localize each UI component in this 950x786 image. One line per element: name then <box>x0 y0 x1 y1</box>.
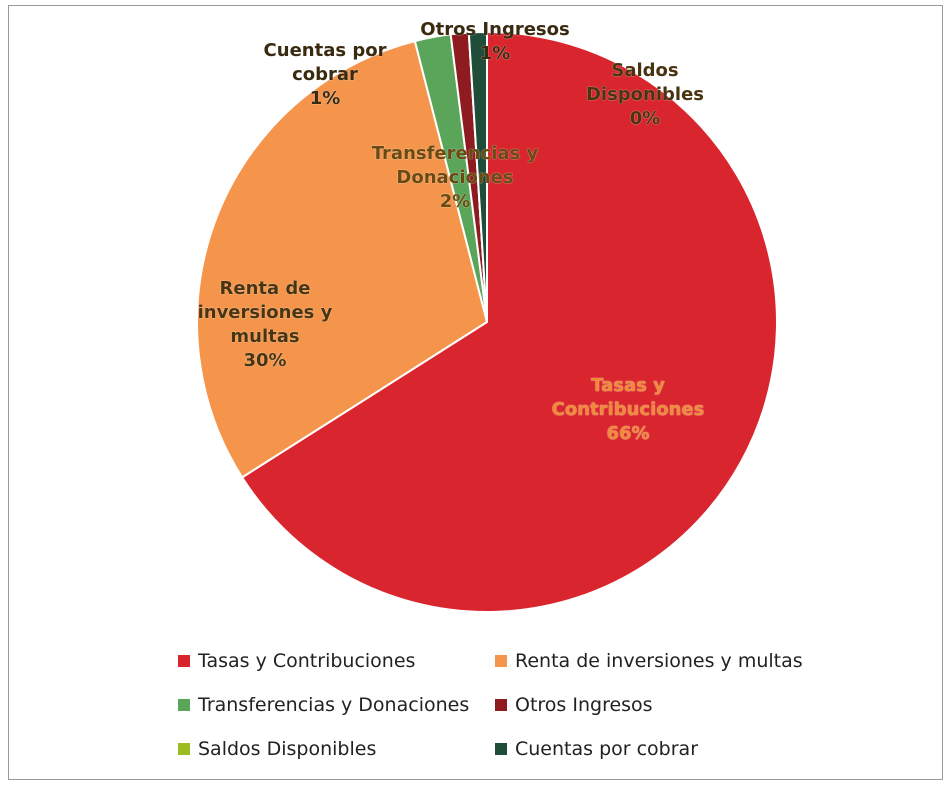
legend-label: Cuentas por cobrar <box>515 738 699 760</box>
legend-swatch <box>495 699 507 711</box>
data-label-value: 30% <box>243 350 287 371</box>
legend-item: Cuentas por cobrar <box>495 738 698 760</box>
data-label-name: Transferencias y Donaciones <box>371 143 539 188</box>
legend-label: Transferencias y Donaciones <box>198 694 470 716</box>
data-label: Transferencias y Donaciones 2% <box>370 142 540 214</box>
data-label: Tasas y Contribuciones 66% <box>548 374 708 446</box>
legend-swatch <box>178 699 190 711</box>
legend-item: Saldos Disponibles <box>178 738 376 760</box>
legend-swatch <box>495 743 507 755</box>
data-label-name: Renta de inversiones y multas <box>197 278 333 347</box>
data-label-value: 2% <box>439 191 471 212</box>
data-label: Cuentas por cobrar 1% <box>260 39 390 111</box>
pie-slice <box>240 30 778 613</box>
data-label-value: 0% <box>629 108 661 129</box>
data-label-name: Cuentas por cobrar <box>263 40 387 85</box>
legend-item: Renta de inversiones y multas <box>495 650 803 672</box>
legend-swatch <box>178 655 190 667</box>
legend-item: Tasas y Contribuciones <box>178 650 415 672</box>
legend-swatch <box>495 655 507 667</box>
legend-label: Renta de inversiones y multas <box>515 650 803 672</box>
chart-frame <box>8 5 943 780</box>
legend-swatch <box>178 743 190 755</box>
legend-label: Tasas y Contribuciones <box>198 650 416 672</box>
data-label-name: Otros Ingresos <box>420 19 570 40</box>
data-label: Saldos Disponibles 0% <box>585 59 705 131</box>
legend-item: Otros Ingresos <box>495 694 653 716</box>
data-label: Renta de inversiones y multas 30% <box>195 277 335 373</box>
data-label-value: 66% <box>606 423 650 444</box>
data-label-name: Tasas y Contribuciones <box>551 375 705 420</box>
legend-label: Saldos Disponibles <box>198 738 377 760</box>
data-label-value: 1% <box>309 88 341 109</box>
pie-slice <box>467 30 488 323</box>
data-label-value: 1% <box>479 43 511 64</box>
data-label-name: Saldos Disponibles <box>585 60 705 105</box>
pie-slice <box>196 39 489 479</box>
data-label: Otros Ingresos 1% <box>410 18 580 66</box>
legend-label: Otros Ingresos <box>515 694 653 716</box>
legend-item: Transferencias y Donaciones <box>178 694 469 716</box>
